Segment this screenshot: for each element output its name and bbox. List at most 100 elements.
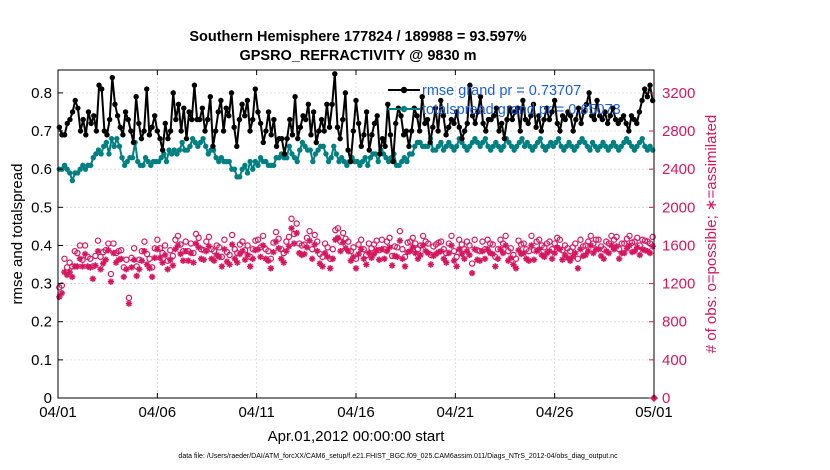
obs-assimilated-point — [394, 253, 401, 261]
obs-assimilated-point — [528, 242, 535, 249]
spread-point — [202, 143, 209, 149]
y-axis-right-label: # of obs: o=possible; ∗=assimilated — [703, 115, 720, 354]
rmse-point — [128, 128, 134, 134]
rmse-point — [509, 116, 515, 123]
rmse-point — [271, 116, 277, 123]
spread-point — [299, 139, 306, 146]
rmse-point — [348, 158, 354, 165]
rmse-point — [88, 120, 94, 127]
spread-point — [93, 151, 99, 157]
obs-assimilated-point — [615, 255, 623, 262]
obs-assimilated-point — [151, 254, 158, 262]
rmse-point — [212, 128, 219, 134]
obs-assimilated-point — [259, 242, 267, 249]
rmse-point — [544, 105, 550, 111]
spread-point — [529, 147, 536, 153]
obs-assimilated-point — [249, 255, 256, 262]
rmse-point — [448, 116, 455, 123]
rmse-point — [504, 116, 510, 123]
rmse-point — [416, 128, 423, 134]
rmse-point — [316, 128, 322, 134]
obs-assimilated-point — [301, 250, 308, 258]
axis-ticks: 04/01 04/06 04/11 04/16 04/21 04/26 05/0100.10… — [31, 70, 695, 421]
obs-assimilated-point — [530, 256, 538, 263]
rmse-point — [292, 93, 298, 100]
rmse-point — [398, 113, 404, 119]
spread-point — [114, 135, 120, 142]
obs-assimilated-point — [556, 246, 564, 253]
x-tick-label: 04/06 — [139, 404, 177, 421]
obs-possible-point — [130, 245, 138, 252]
obs-assimilated-point — [595, 246, 602, 253]
x-tick-label: 04/11 — [238, 404, 274, 421]
rmse-point — [551, 97, 558, 104]
rmse-point — [451, 120, 457, 127]
rmse-point — [493, 105, 500, 111]
rmse-point — [104, 132, 110, 138]
obs-assimilated-point — [381, 255, 388, 262]
obs-assimilated-point — [551, 249, 558, 257]
obs-assimilated-point — [156, 254, 164, 262]
spread-point — [514, 143, 520, 149]
obs-assimilated-point — [288, 225, 295, 232]
rmse-point — [165, 135, 171, 142]
rmse-point — [517, 128, 523, 134]
spread-point — [634, 143, 640, 149]
spread-point — [636, 139, 643, 146]
spread-point — [231, 166, 238, 172]
rmse-point — [106, 116, 113, 123]
obs-assimilated-point — [507, 254, 515, 262]
obs-assimilated-point — [417, 251, 424, 259]
rmse-point — [589, 113, 595, 119]
obs-assimilated-point — [401, 263, 409, 270]
spread-point — [333, 151, 340, 157]
rmse-point — [75, 105, 81, 111]
obs-assimilated-point — [97, 266, 104, 273]
obs-assimilated-point — [453, 263, 460, 270]
spread-point — [571, 147, 577, 153]
rmse-point — [120, 132, 126, 138]
rmse-point — [477, 93, 484, 100]
spread-point — [433, 147, 439, 153]
obs-possible-point — [254, 236, 262, 243]
spread-point — [255, 162, 261, 169]
rmse-point — [239, 101, 245, 108]
obs-assimilated-point — [283, 247, 290, 255]
rmse-point — [475, 109, 481, 115]
obs-assimilated-point — [89, 275, 97, 283]
spread-point — [550, 143, 557, 149]
rmse-point — [618, 116, 624, 123]
obs-assimilated-point — [646, 249, 654, 257]
obs-possible-point — [458, 241, 465, 248]
spread-point — [610, 139, 617, 146]
rmse-point — [528, 113, 534, 119]
obs-assimilated-point — [123, 266, 130, 273]
rmse-point — [512, 109, 518, 115]
spread-point — [563, 143, 570, 149]
rmse-point — [536, 113, 542, 119]
spread-point — [595, 147, 601, 153]
spread-point — [184, 147, 191, 153]
obs-assimilated-point — [308, 255, 316, 262]
obs-assimilated-point — [241, 256, 249, 263]
spread-point — [336, 158, 342, 165]
obs-assimilated-point — [445, 249, 453, 257]
obs-assimilated-point — [118, 255, 125, 262]
rmse-point — [522, 116, 529, 123]
obs-assimilated-point — [466, 251, 473, 259]
obs-assimilated-point — [574, 265, 582, 272]
obs-assimilated-point — [177, 250, 184, 258]
obs-assimilated-point — [525, 257, 533, 264]
y-left-tick-label: 0.6 — [31, 161, 52, 178]
obs-assimilated-point — [125, 300, 133, 307]
obs-assimilated-point — [489, 250, 496, 258]
rmse-point — [591, 116, 598, 123]
rmse-point — [93, 128, 100, 134]
spread-point — [67, 170, 73, 176]
spread-point — [244, 170, 251, 176]
obs-assimilated-point — [497, 246, 504, 253]
spread-point — [163, 158, 170, 165]
obs-assimilated-point — [334, 234, 342, 242]
rmse-point — [377, 151, 383, 157]
rmse-point — [302, 116, 309, 123]
